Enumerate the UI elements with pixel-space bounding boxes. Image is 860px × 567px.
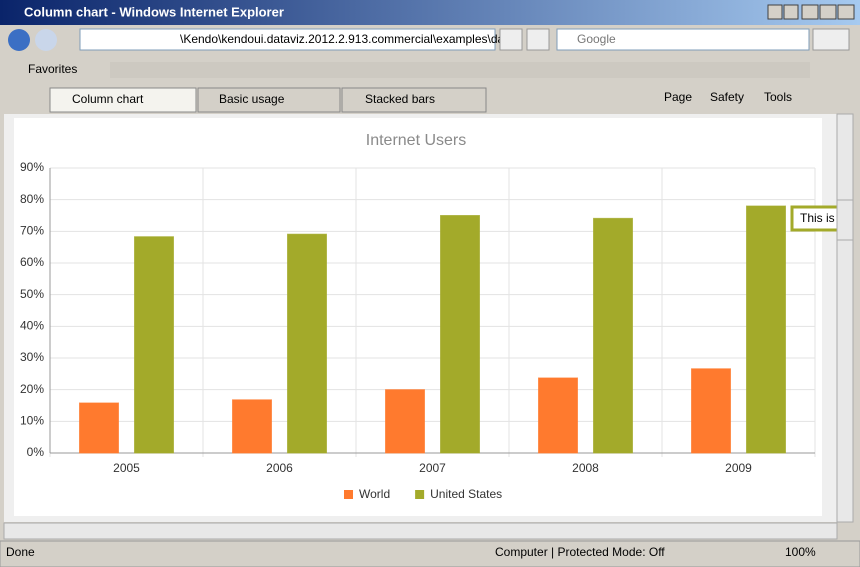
y-tick-label: 30%	[20, 350, 44, 364]
y-tick-label: 40%	[20, 319, 44, 333]
tab[interactable]	[197, 87, 341, 113]
close[interactable]	[837, 4, 855, 20]
window-controls[interactable]	[767, 4, 855, 20]
bar	[232, 399, 272, 454]
horizontal-scrollbar[interactable]	[3, 522, 838, 540]
status-bar	[0, 540, 860, 567]
favorites-button[interactable]: Favorites	[28, 62, 77, 76]
y-tick-label: 50%	[20, 287, 44, 301]
vertical-scrollbar[interactable]	[836, 113, 854, 523]
button[interactable]	[783, 4, 799, 20]
tab-title: Basic usage	[219, 92, 285, 106]
tab-title: Stacked bars	[365, 92, 435, 106]
address-bar[interactable]	[79, 28, 496, 51]
zoom-text[interactable]: 100%	[785, 545, 816, 559]
y-tick-label: 10%	[20, 414, 44, 428]
search-box[interactable]	[556, 28, 810, 51]
y-tick-label: 90%	[20, 160, 44, 174]
tab-active[interactable]	[49, 87, 197, 113]
bar	[593, 217, 633, 454]
minimize[interactable]	[801, 4, 819, 20]
tab[interactable]	[341, 87, 487, 113]
status-text: Done	[6, 545, 35, 559]
stop[interactable]	[526, 28, 550, 51]
bar	[440, 215, 480, 454]
legend-swatch	[415, 490, 425, 499]
search-placeholder: Google	[577, 32, 616, 46]
legend-label: World	[359, 487, 390, 501]
back-button[interactable]	[8, 29, 30, 51]
bar	[691, 368, 731, 454]
command-menu[interactable]: Page	[664, 90, 692, 104]
y-tick-label: 80%	[20, 192, 44, 206]
window-title: Column chart - Windows Internet Explorer	[24, 4, 284, 19]
bar	[79, 402, 119, 454]
legend-label: United States	[430, 487, 502, 501]
zone-text: Computer | Protected Mode: Off	[495, 545, 665, 559]
x-tick-label: 2009	[725, 461, 752, 475]
y-tick-label: 70%	[20, 224, 44, 238]
legend-swatch	[344, 490, 353, 499]
x-tick-label: 2005	[113, 461, 140, 475]
forward-button[interactable]	[35, 29, 57, 51]
chart: 0% 10% 20% 30% 40% 50% 60% 70% 80% 90% 2005 2006 200…	[20, 160, 854, 501]
bar	[287, 233, 327, 454]
x-tick-label: 2007	[419, 461, 446, 475]
title-bar	[0, 0, 860, 25]
chart-title: Internet Users	[366, 132, 466, 149]
maximize[interactable]	[819, 4, 837, 20]
bar	[538, 377, 578, 454]
command-menu[interactable]: Safety	[710, 90, 744, 104]
bar	[134, 236, 174, 454]
command-menu[interactable]: Tools	[764, 90, 792, 104]
tooltip-text: This is	[800, 211, 835, 225]
y-tick-label: 60%	[20, 255, 44, 269]
x-tick-label: 2006	[266, 461, 293, 475]
bar	[746, 205, 786, 454]
button[interactable]	[767, 4, 783, 20]
bar	[385, 389, 425, 454]
x-tick-label: 2008	[572, 461, 599, 475]
y-tick-label: 20%	[20, 382, 44, 396]
y-tick-label: 0%	[27, 445, 45, 459]
tab-title: Column chart	[72, 92, 144, 106]
refresh[interactable]	[499, 28, 523, 51]
search-button[interactable]	[812, 28, 850, 51]
address-text: \Kendo\kendoui.dataviz.2012.2.913.commer…	[180, 32, 508, 46]
scrollbar-cover	[836, 199, 854, 241]
favorites-bar-blurred	[110, 62, 810, 78]
